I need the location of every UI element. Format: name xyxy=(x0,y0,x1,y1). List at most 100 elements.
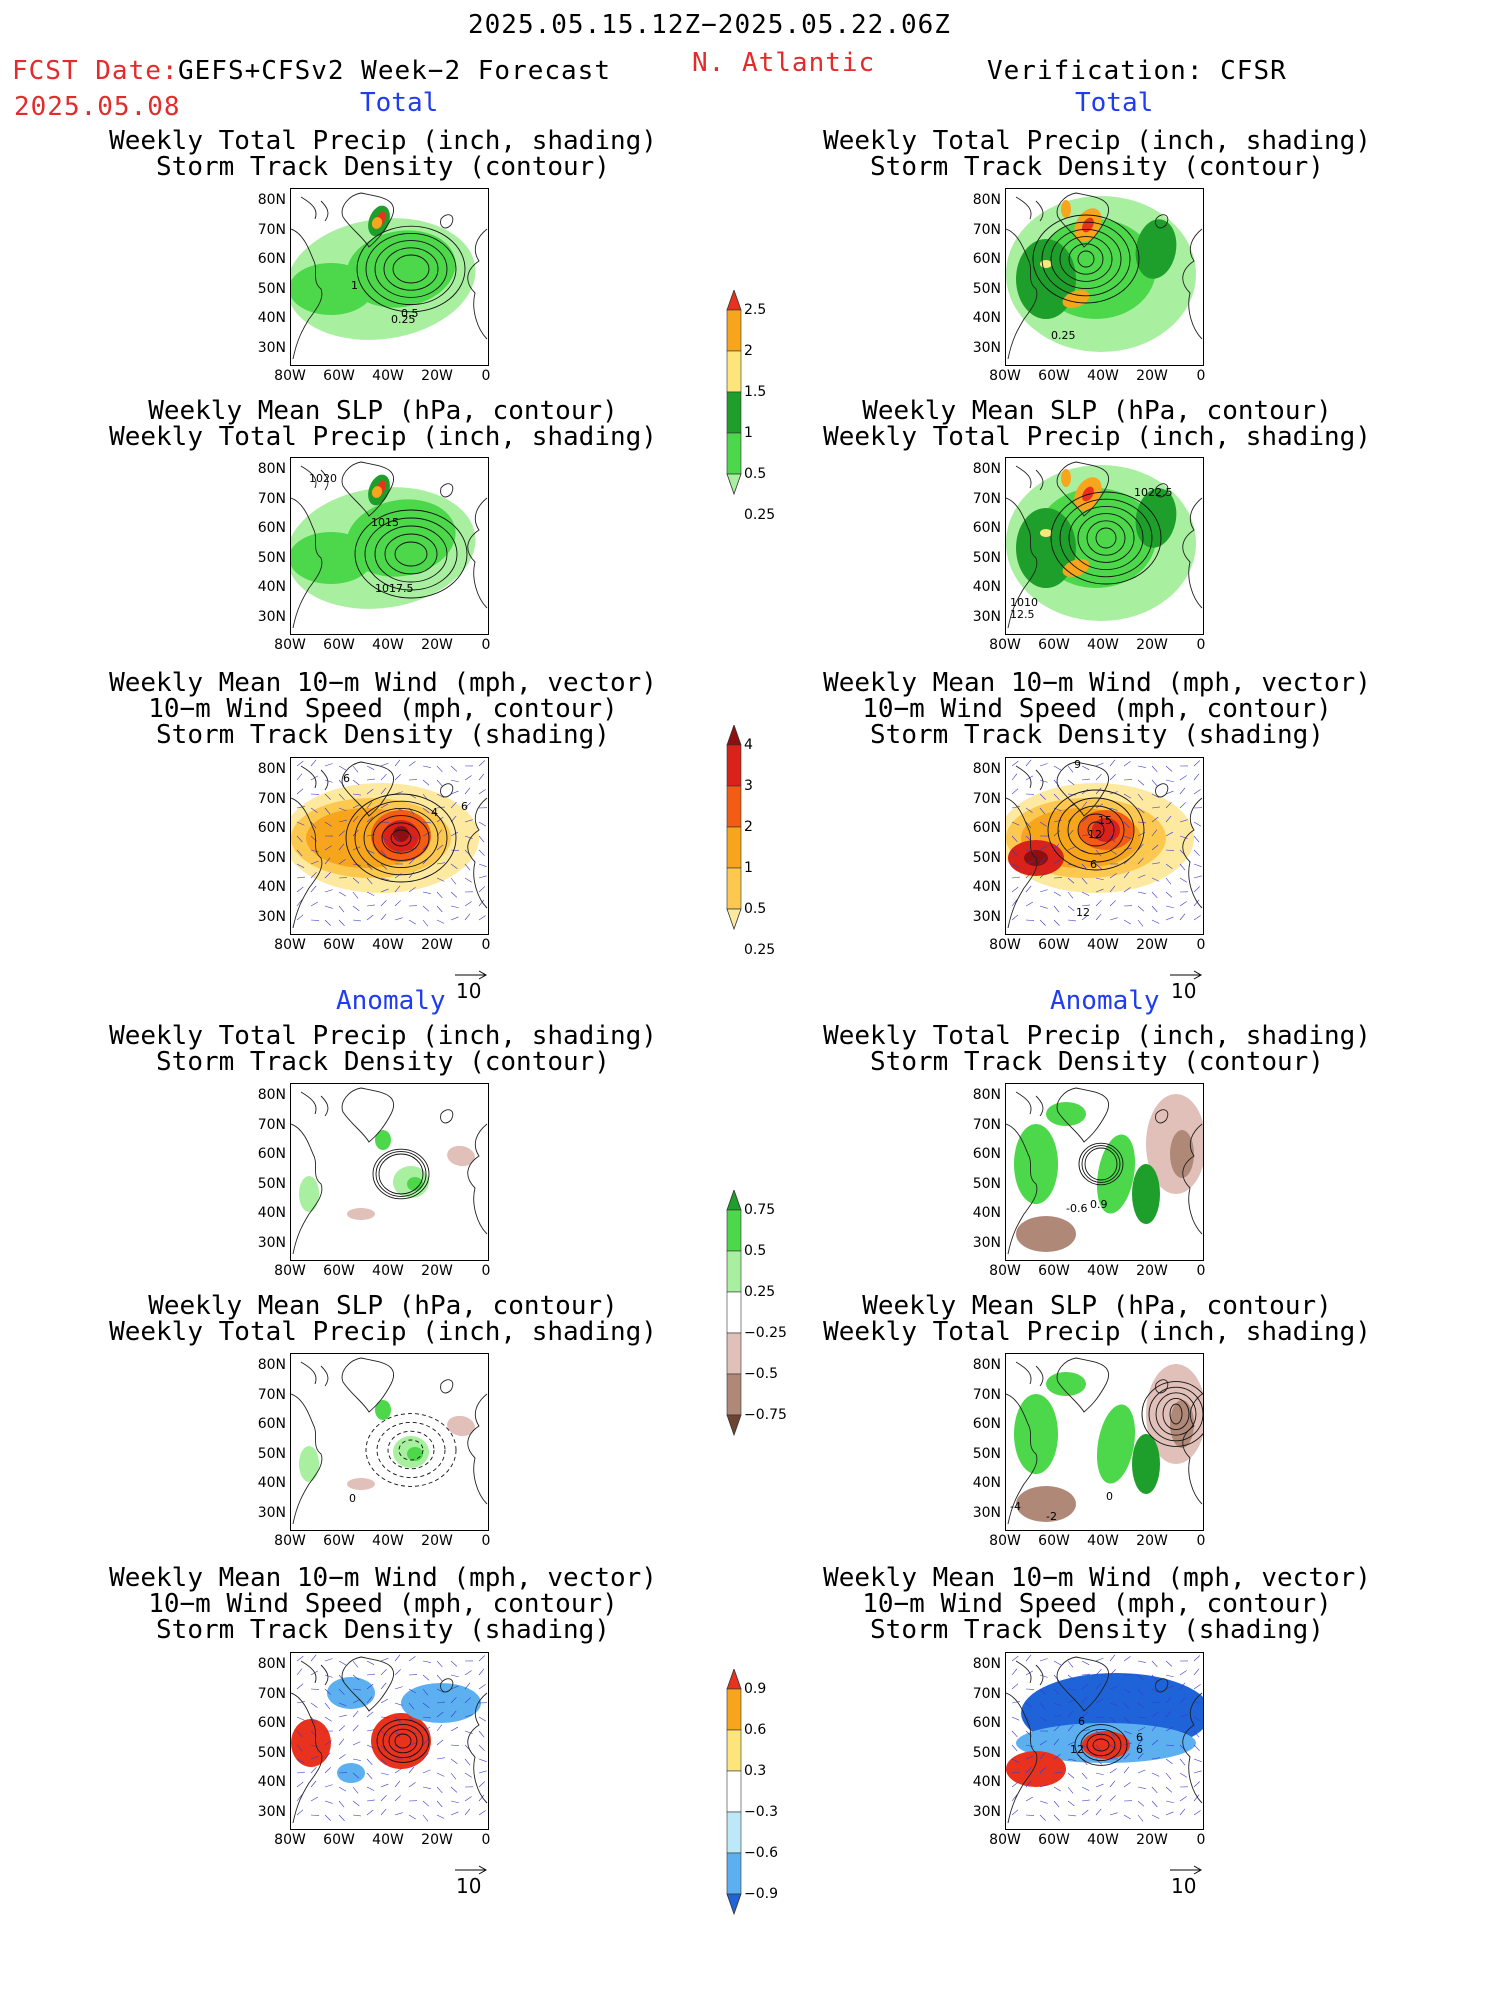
lat-tick-label: 30N xyxy=(252,909,286,925)
colorbar-label: 0.5 xyxy=(744,901,766,917)
panel-title-line: Weekly Mean SLP (hPa, contour) xyxy=(73,1293,693,1319)
colorbar-top-tip xyxy=(727,725,741,745)
panel-title-line: 10−m Wind Speed (mph, contour) xyxy=(787,696,1407,722)
lat-tick-label: 70N xyxy=(967,1117,1001,1133)
colorbar-label: 2 xyxy=(744,343,753,359)
panel-title: Weekly Total Precip (inch, shading)Storm… xyxy=(787,1023,1407,1075)
panel-title: Weekly Mean 10−m Wind (mph, vector)10−m … xyxy=(787,670,1407,748)
section-total-right: Total xyxy=(1075,88,1153,118)
colorbar-label: 0.25 xyxy=(744,942,775,958)
colorbar-label: −0.9 xyxy=(744,1886,778,1902)
map-graphic: 0.25 xyxy=(1006,189,1203,365)
contour-label: 15 xyxy=(1098,814,1112,827)
panel-title-line: Weekly Mean 10−m Wind (mph, vector) xyxy=(73,1565,693,1591)
lon-tick-label: 80W xyxy=(985,368,1025,384)
lon-tick-label: 60W xyxy=(319,637,359,653)
lon-tick-label: 60W xyxy=(319,1832,359,1848)
colorbar-bottom-tip xyxy=(727,1415,741,1435)
lon-tick-label: 60W xyxy=(1034,1263,1074,1279)
lat-tick-label: 30N xyxy=(967,1804,1001,1820)
lon-tick-label: 80W xyxy=(270,637,310,653)
lat-tick-label: 50N xyxy=(252,281,286,297)
colorbar-label: 4 xyxy=(744,737,753,753)
colorbar-segment xyxy=(727,1771,741,1812)
colorbar-label: 0.5 xyxy=(744,466,766,482)
shading-region xyxy=(299,1446,319,1482)
vector-reference-label: 10 xyxy=(456,1874,481,1898)
lat-tick-label: 70N xyxy=(252,222,286,238)
lat-tick-label: 80N xyxy=(967,1656,1001,1672)
colorbar-bottom-tip xyxy=(727,1894,741,1914)
lat-tick-label: 40N xyxy=(967,1774,1001,1790)
colorbar-label: −0.3 xyxy=(744,1804,778,1820)
lon-tick-label: 40W xyxy=(1083,1533,1123,1549)
lon-tick-label: 0 xyxy=(466,1832,506,1848)
colorbar-segment xyxy=(727,1730,741,1771)
contour-label: 1022.5 xyxy=(1134,486,1173,499)
panel-title-line: Weekly Total Precip (inch, shading) xyxy=(73,424,693,450)
lon-tick-label: 80W xyxy=(270,1263,310,1279)
vector-reference-label: 10 xyxy=(1171,979,1196,1003)
colorbar-label: −0.75 xyxy=(744,1407,787,1423)
map-graphic xyxy=(291,1084,488,1260)
lat-tick-label: 40N xyxy=(967,1205,1001,1221)
lon-tick-label: 60W xyxy=(319,937,359,953)
panel-title: Weekly Total Precip (inch, shading)Storm… xyxy=(73,128,693,180)
shading-region xyxy=(291,532,373,584)
colorbar-label: 0.25 xyxy=(744,507,775,523)
lon-tick-label: 80W xyxy=(985,1832,1025,1848)
contour-label: -2 xyxy=(1046,1510,1057,1523)
colorbar-top-tip xyxy=(727,290,741,310)
lat-tick-label: 30N xyxy=(967,1505,1001,1521)
colorbar-label: 1.5 xyxy=(744,384,766,400)
lat-tick-label: 40N xyxy=(967,310,1001,326)
lon-tick-label: 0 xyxy=(1181,1263,1221,1279)
lon-tick-label: 20W xyxy=(417,637,457,653)
lon-tick-label: 60W xyxy=(319,368,359,384)
lat-tick-label: 50N xyxy=(967,1446,1001,1462)
contour-label: -4 xyxy=(1010,1500,1021,1513)
shading-region xyxy=(1170,1130,1194,1178)
lat-tick-label: 80N xyxy=(252,461,286,477)
lon-tick-label: 60W xyxy=(1034,1533,1074,1549)
lat-tick-label: 70N xyxy=(967,491,1001,507)
colorbar-label: 3 xyxy=(744,778,753,794)
lat-tick-label: 30N xyxy=(252,1804,286,1820)
map-panel-fc-anom-wind xyxy=(290,1652,489,1830)
lon-tick-label: 80W xyxy=(985,637,1025,653)
lat-tick-label: 30N xyxy=(252,340,286,356)
contour-label: 6 xyxy=(1136,1743,1143,1756)
colorbar-top-tip xyxy=(727,1669,741,1689)
lat-tick-label: 30N xyxy=(967,340,1001,356)
colorbar-segment xyxy=(727,1853,741,1894)
contour-label: 12 xyxy=(1070,1743,1084,1756)
shading-region xyxy=(1132,1164,1160,1224)
colorbar-segment xyxy=(727,1689,741,1730)
lat-tick-label: 70N xyxy=(252,791,286,807)
lat-tick-label: 50N xyxy=(967,1176,1001,1192)
colorbar-label: 1 xyxy=(744,425,753,441)
panel-title-line: Storm Track Density (shading) xyxy=(73,1617,693,1643)
panel-title: Weekly Mean SLP (hPa, contour)Weekly Tot… xyxy=(787,398,1407,450)
lat-tick-label: 30N xyxy=(252,1505,286,1521)
shading-region xyxy=(1040,529,1052,537)
panel-title-line: Storm Track Density (shading) xyxy=(787,722,1407,748)
colorbar-label: 0.6 xyxy=(744,1722,766,1738)
contour-label: 0.9 xyxy=(1090,1198,1108,1211)
panel-title-line: Storm Track Density (contour) xyxy=(787,154,1407,180)
lon-tick-label: 40W xyxy=(368,637,408,653)
contour-label: 0.25 xyxy=(1051,329,1076,342)
shading-region xyxy=(445,1414,476,1439)
colorbar-label: 2.5 xyxy=(744,302,766,318)
lat-tick-label: 60N xyxy=(967,520,1001,536)
lat-tick-label: 80N xyxy=(967,1087,1001,1103)
lat-tick-label: 40N xyxy=(252,1774,286,1790)
lat-tick-label: 50N xyxy=(252,850,286,866)
lon-tick-label: 80W xyxy=(270,368,310,384)
lon-tick-label: 20W xyxy=(1132,368,1172,384)
vector-reference-label: 10 xyxy=(1171,1874,1196,1898)
